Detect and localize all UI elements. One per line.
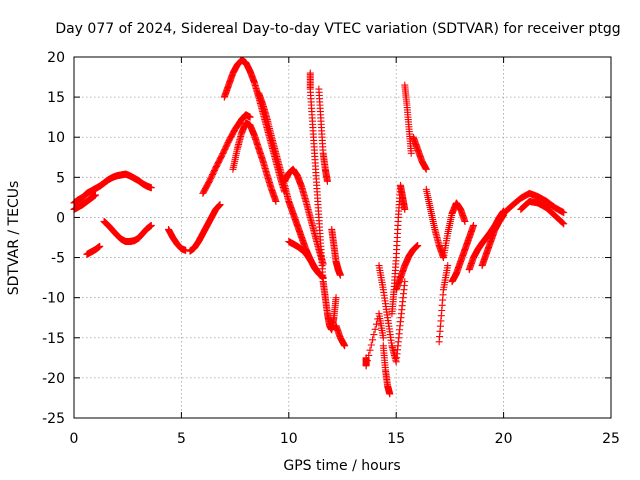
x-axis-label: GPS time / hours xyxy=(283,458,400,474)
series-arc-low-2 xyxy=(328,225,344,279)
series-arc-early-2 xyxy=(70,191,99,213)
series-arc-early-3 xyxy=(100,217,155,246)
data-point xyxy=(332,294,340,302)
data-point xyxy=(560,209,568,217)
data-point xyxy=(147,221,155,229)
series-arc-tail-3 xyxy=(478,211,508,270)
y-tick-label: 15 xyxy=(47,90,65,106)
y-tick-label: -10 xyxy=(42,291,65,307)
data-point xyxy=(91,191,99,199)
data-point xyxy=(560,220,568,228)
y-tick-label: -15 xyxy=(42,331,65,347)
series-arc-late-4 xyxy=(435,262,452,346)
x-tick-label: 15 xyxy=(387,431,405,447)
series-arc-recover-1 xyxy=(388,181,409,318)
data-point xyxy=(372,320,380,328)
data-point xyxy=(323,177,331,185)
x-tick-label: 0 xyxy=(70,431,79,447)
data-point xyxy=(422,165,430,173)
y-tick-label: -25 xyxy=(42,411,65,427)
series-arc-spike-2 xyxy=(315,85,331,185)
series-arc-recover-3 xyxy=(409,133,430,173)
series-arc-early-4 xyxy=(83,242,104,258)
plot-frame xyxy=(73,56,612,419)
series-arc-tail-2 xyxy=(517,197,568,228)
x-tick-label: 20 xyxy=(495,431,513,447)
series-arc-rise-1 xyxy=(199,111,254,197)
data-point xyxy=(96,242,104,250)
x-tick-label: 5 xyxy=(177,431,186,447)
data-point xyxy=(401,205,409,213)
data-point xyxy=(461,217,469,225)
data-point xyxy=(379,334,387,342)
data-point xyxy=(216,201,224,209)
data-point xyxy=(470,221,478,229)
series-arc-low-1 xyxy=(319,278,340,334)
data-point xyxy=(414,242,422,250)
x-tick-label: 25 xyxy=(602,431,620,447)
data-point xyxy=(369,336,377,344)
series-arc-mid-2 xyxy=(186,201,224,255)
series-arc-dip-2 xyxy=(379,342,394,398)
data-point xyxy=(363,357,371,365)
series-arc-mid-1 xyxy=(165,225,190,254)
data-point xyxy=(371,325,379,333)
series-arc-late-1 xyxy=(422,185,447,262)
x-tick-label: 10 xyxy=(280,431,298,447)
series-arc-recover-4 xyxy=(392,242,422,294)
data-point xyxy=(407,149,415,157)
series-arc-rise-2 xyxy=(220,56,289,196)
data-point xyxy=(500,211,508,219)
data-point xyxy=(367,341,375,349)
data-point xyxy=(246,113,254,121)
data-point xyxy=(366,346,374,354)
y-tick-label: 20 xyxy=(47,50,65,66)
data-point xyxy=(444,262,452,270)
series-arc-recover-2 xyxy=(401,81,415,157)
data-point xyxy=(558,218,566,226)
data-point xyxy=(341,342,349,350)
data-point xyxy=(315,270,323,278)
grid-layer xyxy=(74,57,611,418)
data-point xyxy=(336,271,344,279)
y-tick-label: 5 xyxy=(56,170,65,186)
y-tick-label: 0 xyxy=(56,210,65,226)
data-point xyxy=(559,219,567,227)
data-point xyxy=(272,197,280,205)
y-tick-label: -20 xyxy=(42,371,65,387)
ticks-layer: 0 5 10 15 20 25 -25 -20 -15 -10 -5 0 5 10 15 20 xyxy=(42,50,620,447)
chart-title: Day 077 of 2024, Sidereal Day-to-day VTE… xyxy=(55,21,620,37)
y-axis-label: SDTVAR / TECUs xyxy=(6,181,22,296)
y-tick-label: 10 xyxy=(47,130,65,146)
data-points-layer xyxy=(70,56,568,398)
series-arc-spike-1 xyxy=(306,69,327,286)
series-arc-dip-3 xyxy=(362,310,387,370)
y-tick-label: -5 xyxy=(51,251,65,267)
series-arc-late-2 xyxy=(439,199,469,262)
series-arc-late-3 xyxy=(448,221,478,286)
data-point xyxy=(362,362,370,370)
data-point xyxy=(370,331,378,339)
data-point xyxy=(365,351,373,359)
series-arc-rise-3 xyxy=(229,119,280,205)
data-point xyxy=(319,260,327,268)
series-arc-tail-1 xyxy=(500,189,568,217)
data-point xyxy=(386,390,394,398)
series-arc-low-3 xyxy=(332,322,349,350)
data-point xyxy=(147,184,155,192)
series-arc-fall-3 xyxy=(285,238,323,278)
series-arc-dip-1 xyxy=(375,262,409,366)
